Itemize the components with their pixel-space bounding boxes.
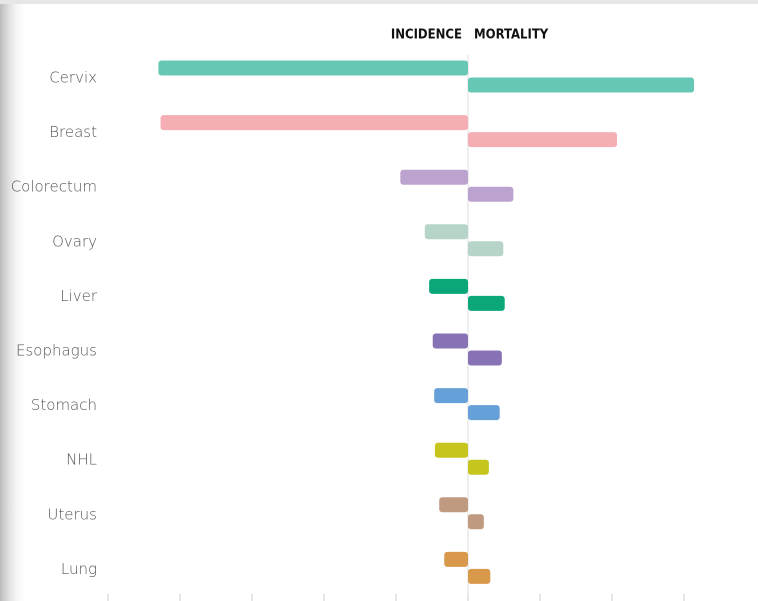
category-label: Liver — [60, 287, 98, 305]
category-label: Cervix — [49, 69, 97, 87]
bar-mortality — [468, 132, 618, 148]
category-label: NHL — [66, 451, 97, 469]
category-label: Uterus — [47, 505, 97, 523]
bar-mortality — [468, 350, 502, 366]
bar-mortality — [468, 186, 514, 202]
bar-mortality — [468, 568, 491, 584]
category-label: Lung — [61, 560, 97, 578]
legend-mortality: MORTALITY — [474, 28, 549, 43]
bar-incidence — [434, 388, 468, 404]
category-label: Stomach — [31, 396, 97, 414]
bar-incidence — [429, 278, 468, 294]
bar-mortality — [468, 405, 500, 421]
bar-incidence — [444, 551, 468, 567]
bar-incidence — [158, 60, 468, 76]
frame-shadow — [0, 0, 28, 601]
bar-incidence — [160, 115, 468, 131]
bar-incidence — [434, 442, 468, 458]
bar-mortality — [468, 514, 484, 530]
bar-mortality — [468, 295, 505, 311]
category-label: Ovary — [52, 232, 97, 250]
frame-top — [0, 0, 758, 4]
category-label: Colorectum — [11, 178, 97, 196]
bar-incidence — [439, 497, 468, 513]
category-label: Esophagus — [16, 342, 97, 360]
legend-incidence: INCIDENCE — [391, 28, 462, 43]
bar-incidence — [424, 224, 468, 240]
category-label: Breast — [49, 123, 97, 141]
bar-incidence — [400, 169, 468, 185]
bar-mortality — [468, 77, 695, 93]
bar-incidence — [432, 333, 468, 349]
bar-mortality — [468, 459, 489, 475]
bar-mortality — [468, 241, 504, 257]
